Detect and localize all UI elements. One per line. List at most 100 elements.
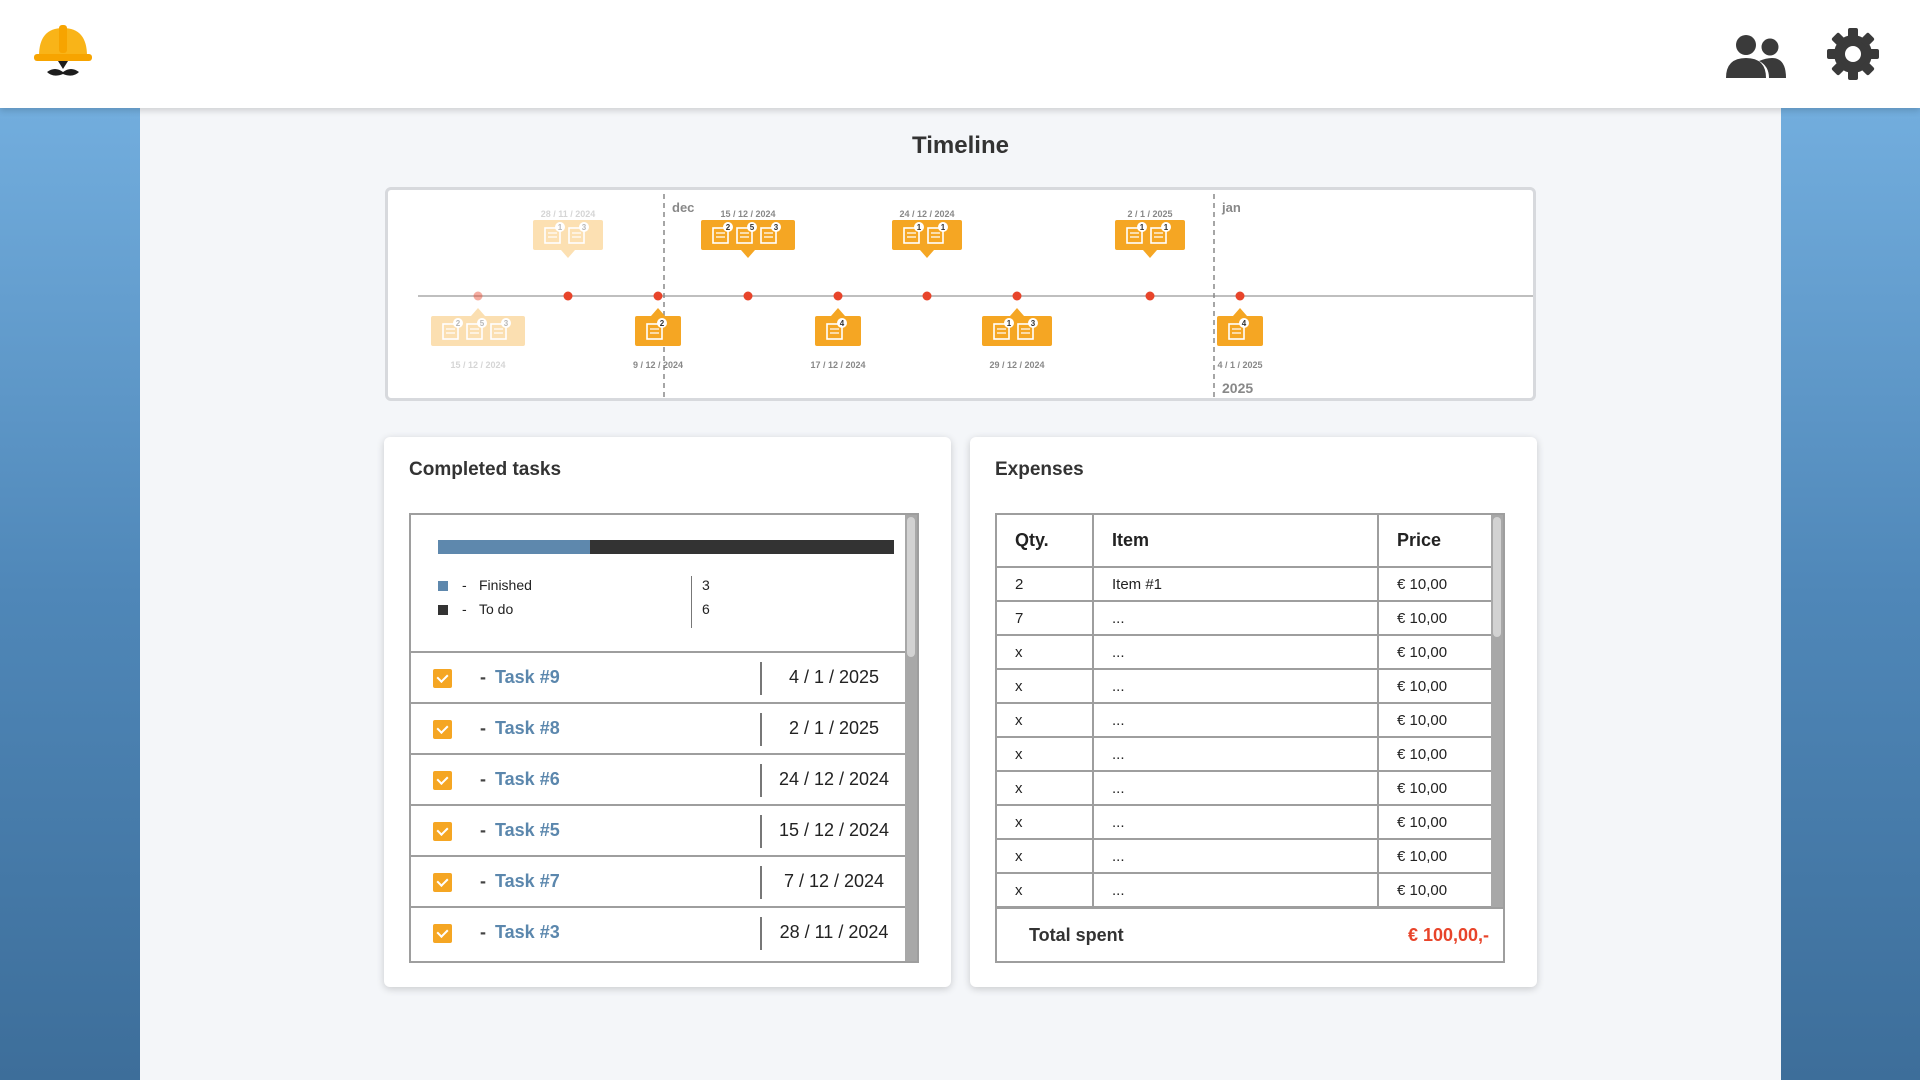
task-checkbox[interactable] <box>433 822 452 841</box>
event-badge <box>1004 318 1014 328</box>
timeline-event[interactable]: 4 17 / 12 / 2024 <box>810 308 866 370</box>
timeline-dot[interactable] <box>833 291 843 301</box>
table-row[interactable]: x... € 10,00 <box>997 737 1493 772</box>
timeline-event[interactable]: 1 3 28 / 11 / 2024 <box>533 209 603 258</box>
timeline-event[interactable]: 1 1 2 / 1 / 2025 <box>1115 209 1185 258</box>
event-item-icon <box>736 227 753 244</box>
scrollbar-thumb[interactable] <box>907 517 915 657</box>
year-label: 2025 <box>1222 380 1253 396</box>
event-date: 24 / 12 / 2024 <box>899 209 954 219</box>
table-row[interactable]: x... € 10,00 <box>997 805 1493 840</box>
task-divider <box>760 815 762 848</box>
legend: - Finished 3 - To do 6 <box>438 576 894 628</box>
total-label: Total spent <box>1029 925 1124 945</box>
task-name-link[interactable]: Task #9 <box>495 667 560 687</box>
timeline-dot[interactable] <box>473 291 483 301</box>
task-name-link[interactable]: Task #6 <box>495 769 560 789</box>
task-name-link[interactable]: Task #5 <box>495 820 560 840</box>
task-checkbox[interactable] <box>433 873 452 892</box>
cell-price: € 10,00 <box>1377 771 1493 806</box>
legend-row-finished: - Finished 3 <box>438 576 894 596</box>
cell-price: € 10,00 <box>1377 703 1493 738</box>
task-checkbox[interactable] <box>433 720 452 739</box>
users-icon[interactable] <box>1724 34 1788 80</box>
event-badge-count: 3 <box>1031 319 1036 328</box>
cell-item: Item #1 <box>1092 567 1378 602</box>
timeline-dot[interactable] <box>653 291 663 301</box>
event-badge-count: 4 <box>840 319 845 328</box>
timeline[interactable]: dec jan 2025 1 3 28 / 11 / 2024 2 5 3 15 / 12 … <box>385 187 1536 401</box>
construction-helmet-logo[interactable] <box>33 22 93 84</box>
table-row[interactable]: x... € 10,00 <box>997 873 1493 908</box>
event-badge <box>453 318 463 328</box>
timeline-event[interactable]: 1 3 29 / 12 / 2024 <box>982 308 1052 370</box>
task-row[interactable]: - Task #6 24 / 12 / 2024 <box>411 753 907 804</box>
event-badge-count: 1 <box>1164 223 1169 232</box>
event-item-icon <box>826 323 843 340</box>
task-divider <box>760 662 762 695</box>
progress-fill-finished <box>438 540 590 554</box>
scrollbar[interactable] <box>1491 515 1503 911</box>
month-label-dec: dec <box>672 200 694 215</box>
legend-swatch <box>438 605 448 615</box>
card-title: Expenses <box>995 459 1084 480</box>
task-name-link[interactable]: Task #7 <box>495 871 560 891</box>
cell-price: € 10,00 <box>1377 669 1493 704</box>
cell-qty: x <box>997 635 1093 670</box>
task-list: - Task #9 4 / 1 / 2025 - Task #8 2 / 1 /… <box>411 651 907 957</box>
timeline-dot[interactable] <box>1145 291 1155 301</box>
timeline-dot[interactable] <box>1235 291 1245 301</box>
task-name-link[interactable]: Task #3 <box>495 922 560 942</box>
task-row[interactable]: - Task #5 15 / 12 / 2024 <box>411 804 907 855</box>
table-row[interactable]: 7... € 10,00 <box>997 601 1493 636</box>
timeline-chart: dec jan 2025 1 3 28 / 11 / 2024 2 5 3 15 / 12 … <box>418 194 1533 398</box>
event-item-icon <box>993 323 1010 340</box>
task-dash: - <box>480 871 486 891</box>
task-date: 2 / 1 / 2025 <box>788 718 880 738</box>
timeline-dot[interactable] <box>563 291 573 301</box>
event-badge <box>837 318 847 328</box>
table-row[interactable]: x... € 10,00 <box>997 839 1493 874</box>
table-row[interactable]: x... € 10,00 <box>997 703 1493 738</box>
timeline-event[interactable]: 2 9 / 12 / 2024 <box>633 308 683 370</box>
event-box <box>892 220 962 250</box>
task-row[interactable]: - Task #3 28 / 11 / 2024 <box>411 906 907 957</box>
cell-price: € 10,00 <box>1377 873 1493 908</box>
timeline-event[interactable]: 1 1 24 / 12 / 2024 <box>892 209 962 258</box>
task-name-link[interactable]: Task #8 <box>495 718 560 738</box>
event-pointer <box>831 308 845 316</box>
task-checkbox[interactable] <box>433 669 452 688</box>
task-checkbox[interactable] <box>433 924 452 943</box>
event-badge-count: 5 <box>750 223 755 232</box>
scrollbar[interactable] <box>905 515 917 961</box>
timeline-dot[interactable] <box>743 291 753 301</box>
task-row[interactable]: - Task #7 7 / 12 / 2024 <box>411 855 907 906</box>
timeline-event[interactable]: 2 5 3 15 / 12 / 2024 <box>701 209 795 258</box>
legend-label: To do <box>479 601 514 617</box>
event-box <box>431 316 525 346</box>
timeline-dot[interactable] <box>1012 291 1022 301</box>
main-content: Timeline dec jan 2025 1 3 28 / 11 / 2024 2 5… <box>140 108 1781 1080</box>
event-item-icon <box>442 323 459 340</box>
table-row[interactable]: x... € 10,00 <box>997 669 1493 704</box>
table-row[interactable]: x... € 10,00 <box>997 635 1493 670</box>
event-badge <box>747 222 757 232</box>
table-row[interactable]: 2 Item #1 € 10,00 <box>997 567 1493 602</box>
task-row[interactable]: - Task #9 4 / 1 / 2025 <box>411 651 907 702</box>
timeline-event[interactable]: 4 4 / 1 / 2025 <box>1217 308 1263 370</box>
task-checkbox[interactable] <box>433 771 452 790</box>
timeline-event[interactable]: 2 5 3 15 / 12 / 2024 <box>431 308 525 370</box>
timeline-dot[interactable] <box>922 291 932 301</box>
total-row: Total spent € 100,00,- <box>997 907 1503 961</box>
cell-item: ... <box>1092 805 1378 840</box>
event-badge-count: 3 <box>582 223 587 232</box>
cell-qty: 7 <box>997 601 1093 636</box>
task-divider <box>760 713 762 746</box>
tasks-panel: - Finished 3 - To do 6 - Task #9 <box>409 513 919 963</box>
task-row[interactable]: - Task #8 2 / 1 / 2025 <box>411 702 907 753</box>
legend-count: 3 <box>702 577 710 593</box>
table-row[interactable]: x... € 10,00 <box>997 771 1493 806</box>
event-badge-count: 3 <box>504 319 509 328</box>
gear-icon[interactable] <box>1825 26 1881 82</box>
scrollbar-thumb[interactable] <box>1493 517 1501 637</box>
